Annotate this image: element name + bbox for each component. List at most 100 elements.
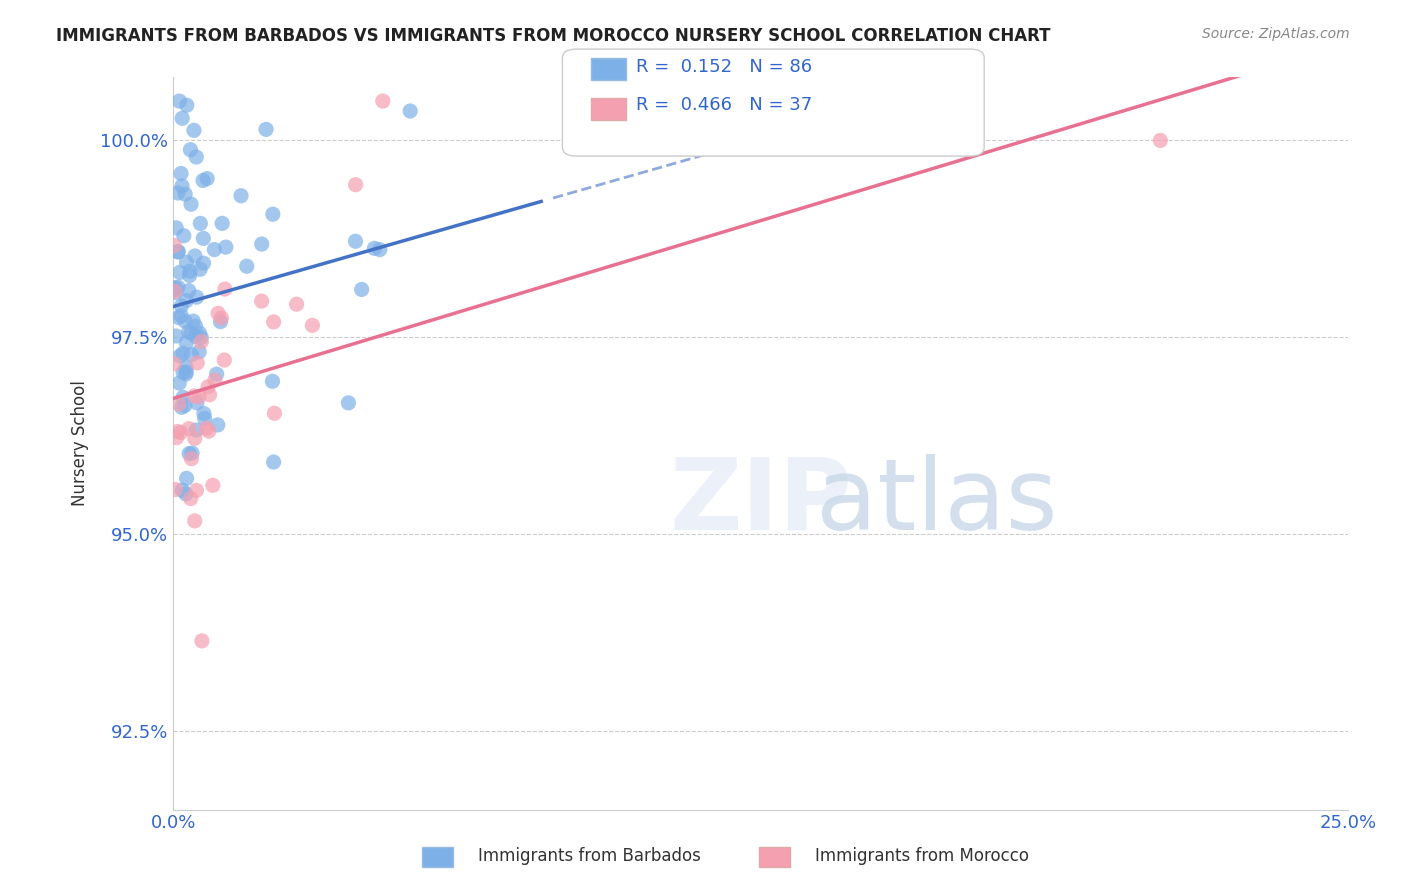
Point [173,228,195,243]
Point [184,431,207,445]
Point [166,186,188,200]
Point [177,422,200,436]
Point [170,299,193,313]
Point [170,401,193,415]
Point [344,234,367,248]
Point [184,514,207,528]
Point [195,421,218,435]
Point [167,244,190,259]
Point [174,335,197,350]
Point [201,478,224,492]
Point [179,447,201,461]
Point [186,423,208,437]
Point [172,365,194,379]
Point [184,249,207,263]
Point [337,396,360,410]
Point [180,491,202,506]
Point [169,94,191,108]
Point [188,344,211,359]
Point [371,94,394,108]
Point [170,179,193,194]
Point [169,349,191,363]
Point [174,487,197,501]
Point [167,310,190,325]
Point [163,282,186,296]
Point [250,294,273,309]
Point [174,314,197,328]
Point [399,103,422,118]
Point [285,297,308,311]
Point [184,319,207,334]
Point [167,280,190,294]
Point [263,315,285,329]
Point [191,173,214,187]
Point [166,425,188,439]
Point [207,306,229,320]
Point [180,451,202,466]
Point [188,262,211,277]
Point [215,240,238,254]
Point [183,389,205,403]
Point [207,417,229,432]
Point [180,348,202,362]
Point [163,285,186,299]
Point [202,243,225,257]
Point [186,150,208,164]
Point [250,237,273,252]
Point [1149,133,1171,147]
Point [205,367,228,381]
Point [165,483,187,497]
Point [301,318,323,333]
Text: atlas: atlas [817,453,1057,550]
Text: Source: ZipAtlas.com: Source: ZipAtlas.com [1202,27,1350,41]
Point [193,256,215,270]
Point [163,357,186,371]
Point [174,398,197,412]
Point [172,112,194,126]
Point [180,197,202,211]
Point [179,264,201,278]
Text: IMMIGRANTS FROM BARBADOS VS IMMIGRANTS FROM MOROCCO NURSERY SCHOOL CORRELATION C: IMMIGRANTS FROM BARBADOS VS IMMIGRANTS F… [56,27,1050,45]
Point [174,365,197,379]
Point [193,407,215,421]
Point [176,255,198,269]
Point [166,431,188,445]
Text: Immigrants from Barbados: Immigrants from Barbados [478,847,702,865]
Point [262,374,284,388]
Text: R =  0.152   N = 86: R = 0.152 N = 86 [636,58,811,76]
Point [263,455,285,469]
Point [167,376,190,390]
Point [174,367,197,381]
Point [368,243,391,257]
Point [186,483,208,498]
Point [191,633,214,648]
Text: Immigrants from Morocco: Immigrants from Morocco [815,847,1029,865]
Point [263,406,285,420]
Point [188,216,211,230]
Point [166,244,188,259]
Point [211,311,233,326]
Point [170,166,193,180]
Point [186,290,208,304]
Point [214,353,236,368]
Point [176,471,198,485]
Point [167,397,190,411]
Point [198,388,221,402]
Point [170,425,193,440]
Text: R =  0.466   N = 37: R = 0.466 N = 37 [636,96,811,114]
Point [174,293,197,308]
Point [177,284,200,298]
Point [190,334,212,349]
Point [172,483,194,498]
Point [236,259,259,273]
Point [165,285,187,300]
Point [188,390,211,404]
Point [169,265,191,279]
Point [181,314,204,328]
Point [193,231,215,245]
Point [165,220,187,235]
Point [204,373,226,387]
Point [176,98,198,112]
Point [229,188,252,202]
Point [254,122,277,136]
